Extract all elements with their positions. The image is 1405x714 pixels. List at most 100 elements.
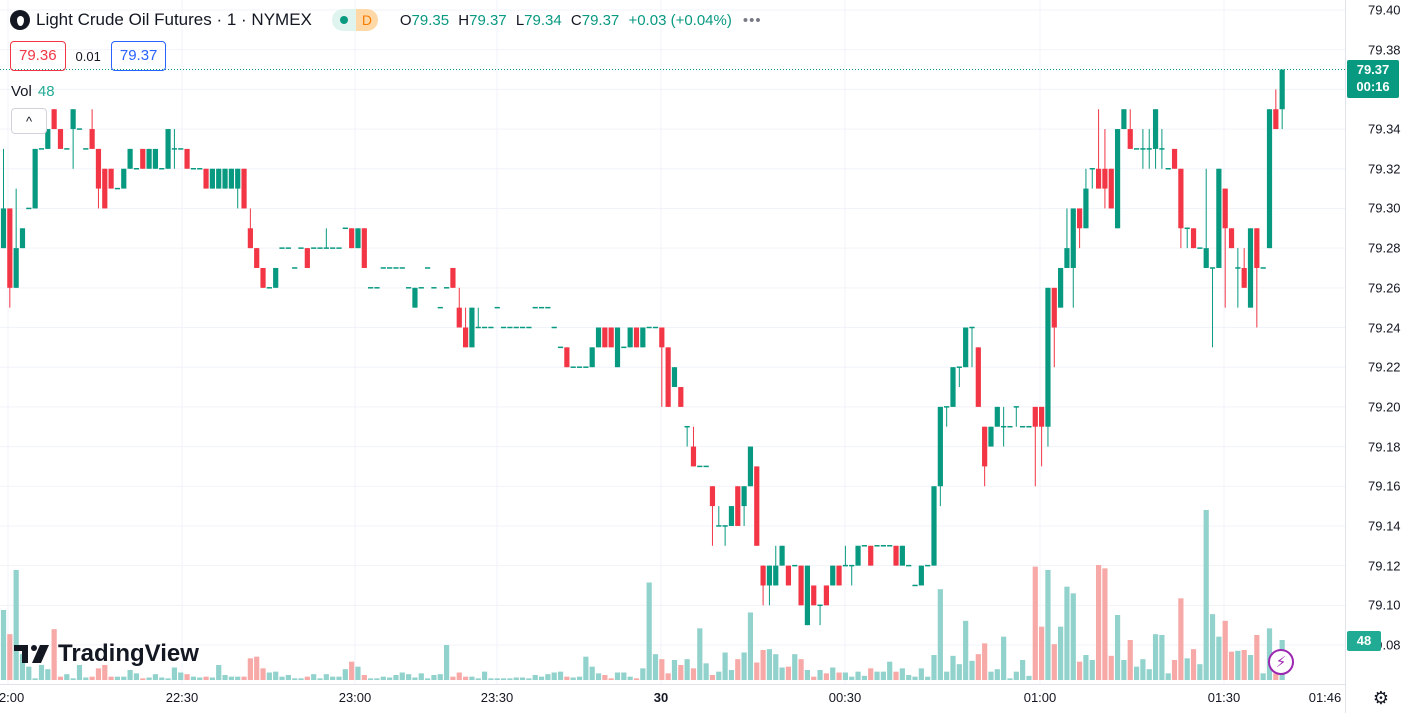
candle [1032, 406, 1038, 487]
candle [38, 148, 45, 150]
volume-bar [836, 672, 842, 680]
price-label: 79.34 [1368, 121, 1401, 137]
candle-body [0, 208, 7, 249]
more-options-icon[interactable]: ••• [742, 11, 762, 29]
candle [298, 247, 304, 249]
price-label: 79.22 [1368, 359, 1401, 375]
volume-bar [342, 669, 348, 680]
candle [1260, 267, 1266, 269]
candle [152, 148, 159, 169]
market-status-badge[interactable]: D [331, 9, 378, 31]
volume-bar [671, 660, 678, 680]
volume-bar [697, 628, 703, 680]
candle-body [488, 326, 494, 329]
candle-body [127, 148, 133, 169]
volume-bar [133, 673, 140, 680]
volume-bar [627, 676, 633, 680]
candle [1203, 168, 1209, 268]
lightning-icon[interactable]: ⚡ [1268, 649, 1294, 675]
candle-body [646, 326, 652, 329]
volume-bar [45, 669, 51, 680]
candle-body [311, 247, 317, 249]
volume-bar [399, 672, 405, 680]
tradingview-logo[interactable]: TradingView [14, 640, 199, 668]
volume-bar [519, 677, 526, 680]
candle-body [241, 168, 247, 209]
volume-bar [273, 671, 279, 680]
candle [887, 545, 893, 547]
volume-bar [19, 654, 26, 680]
price-axis[interactable] [1345, 0, 1405, 713]
candle-body [1083, 188, 1089, 229]
candle-body [304, 248, 310, 268]
candle [481, 326, 488, 329]
candle [330, 247, 336, 249]
candle-body [836, 565, 842, 586]
candle [488, 326, 494, 329]
volume-bar [444, 645, 450, 680]
time-label: 01:00 [1023, 690, 1057, 705]
candle [760, 565, 766, 606]
candle [621, 346, 627, 349]
candle-body [317, 247, 323, 249]
candle [969, 326, 975, 368]
time-label: 01:30 [1207, 690, 1241, 705]
volume-bar [963, 620, 969, 680]
candle [893, 545, 899, 566]
candle [76, 128, 83, 130]
volume-bar [937, 589, 943, 680]
chevron-up-icon: ^ [25, 113, 33, 129]
volume-bar [1007, 678, 1013, 680]
candle [51, 109, 57, 130]
sell-button[interactable]: 79.36 [10, 41, 66, 71]
candle-body [393, 267, 399, 269]
volume-bar [311, 674, 317, 680]
candle [462, 307, 469, 348]
price-label: 79.28 [1368, 240, 1401, 256]
volume-bar [500, 678, 507, 680]
candle [1045, 287, 1051, 447]
candle-body [437, 306, 443, 309]
price-label: 79.16 [1368, 478, 1401, 494]
high-value: 79.37 [469, 11, 507, 29]
volume-bar [614, 672, 621, 680]
volume-bar [608, 678, 614, 680]
volume-label[interactable]: Vol [11, 83, 32, 100]
candle [444, 287, 450, 289]
candle-body [51, 109, 57, 130]
candle-body [500, 326, 507, 329]
candle-body [811, 585, 817, 606]
volume-bar [1127, 640, 1133, 680]
candle [798, 565, 804, 606]
candle [450, 267, 456, 288]
volume-bar [70, 678, 76, 680]
candle-body [1051, 287, 1057, 328]
collapse-legend-button[interactable]: ^ [11, 108, 47, 134]
settings-gear-icon[interactable]: ⚙ [1372, 688, 1390, 708]
volume-bar [1159, 635, 1165, 680]
candle [45, 129, 51, 149]
ohlc-values: O79.35 H79.37 L79.34 C79.37 +0.03 (+0.04… [400, 12, 737, 29]
price-label: 79.14 [1368, 518, 1401, 534]
candle-body [944, 406, 950, 408]
bar-countdown: 00:16 [1356, 79, 1390, 94]
candle [469, 307, 475, 348]
candle-body [425, 267, 431, 269]
volume-bar [209, 677, 215, 680]
volume-bar [51, 629, 57, 680]
buy-button[interactable]: 79.37 [110, 41, 167, 71]
volume-bar [773, 654, 779, 680]
candle-body [70, 109, 76, 130]
candle-body [1020, 425, 1026, 428]
time-axis[interactable] [0, 684, 1345, 714]
candle-body [412, 287, 418, 308]
symbol-title[interactable]: Light Crude Oil Futures · 1 · NYMEX [36, 10, 312, 29]
candle [994, 406, 1000, 427]
volume-bar [1273, 673, 1279, 680]
volume-bar [988, 671, 994, 680]
volume-bar [374, 678, 380, 680]
candle [646, 326, 652, 329]
volume-bar [690, 668, 697, 680]
candle [925, 564, 931, 567]
